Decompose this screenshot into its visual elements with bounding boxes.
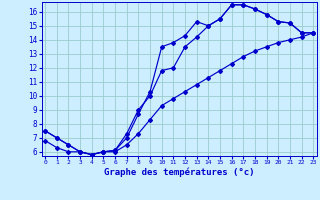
X-axis label: Graphe des températures (°c): Graphe des températures (°c): [104, 168, 254, 177]
